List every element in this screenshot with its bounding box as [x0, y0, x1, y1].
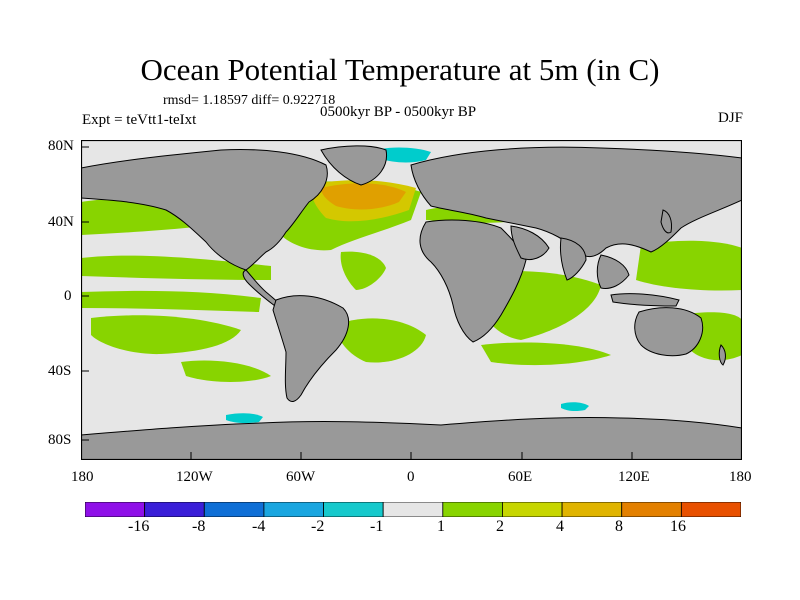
colorbar-box-6: [382, 502, 444, 517]
land-greenland: [320, 145, 388, 186]
colorbar-box-9: [561, 502, 623, 517]
lat-label-80s: 80S: [48, 432, 72, 448]
land-eurasia: [410, 146, 742, 257]
land-antarctica: [81, 416, 742, 460]
land-southeast-asia: [596, 254, 630, 289]
colorbar: [85, 502, 741, 517]
colorbar-label-1: -16: [128, 518, 150, 535]
lat-label-40s: 40S: [48, 363, 72, 379]
anomaly-tropical-pacific: [81, 255, 271, 280]
colorbar-box-1: [85, 502, 146, 517]
anomaly-southern-cold-1: [226, 413, 263, 424]
anomaly-southern-cold-2: [561, 402, 589, 412]
colorbar-box-3: [203, 502, 265, 517]
lat-label-40n: 40N: [48, 214, 74, 230]
season-label: DJF: [717, 110, 743, 126]
land-india: [560, 237, 587, 281]
lon-label-120w: 120W: [176, 469, 213, 485]
anomaly-south-atlantic: [336, 318, 426, 363]
anomaly-arctic-cold: [377, 147, 431, 163]
colorbar-label-9: 8: [615, 518, 623, 535]
land-japan: [660, 209, 672, 234]
land-arabia: [510, 225, 550, 261]
land-indonesia: [610, 293, 680, 307]
colorbar-label-6: 1: [437, 518, 445, 535]
anomaly-west-pacific: [636, 240, 742, 291]
lon-label-0: 0: [407, 469, 415, 485]
colorbar-box-11: [680, 502, 741, 517]
colorbar-box-8: [502, 502, 563, 517]
lon-label-180e: 180: [729, 469, 752, 485]
colorbar-box-2: [144, 502, 205, 517]
colorbar-label-5: -1: [370, 518, 384, 535]
colorbar-box-5: [323, 502, 384, 517]
colorbar-box-10: [621, 502, 682, 517]
experiment-label: Expt = teVtt1-teIxt: [82, 112, 197, 128]
colorbar-label-2: -8: [192, 518, 206, 535]
colorbar-label-4: -2: [311, 518, 325, 535]
world-map: [81, 140, 742, 460]
anomaly-tropical-atlantic: [340, 251, 386, 290]
period-label: 0500kyr BP - 0500kyr BP: [320, 104, 477, 120]
map-ticks: [81, 146, 633, 460]
colorbar-label-8: 4: [556, 518, 564, 535]
anomaly-south-pacific-2: [181, 360, 271, 382]
anomaly-south-pacific: [91, 315, 241, 355]
colorbar-label-7: 2: [496, 518, 504, 535]
lon-label-60w: 60W: [286, 469, 316, 485]
colorbar-box-7: [442, 502, 503, 517]
lon-label-120e: 120E: [618, 469, 650, 485]
colorbar-label-10: 16: [670, 518, 686, 535]
land-masses: [81, 145, 742, 460]
lon-label-60e: 60E: [508, 469, 533, 485]
figure-title: Ocean Potential Temperature at 5m (in C): [140, 52, 660, 87]
land-north-america: [81, 149, 328, 271]
land-australia: [634, 307, 704, 357]
lon-label-180w: 180: [71, 469, 94, 485]
land-africa: [419, 219, 527, 343]
land-new-zealand: [718, 344, 726, 366]
anomaly-indian-ocean-south: [481, 342, 611, 366]
colorbar-label-3: -4: [252, 518, 266, 535]
lat-label-0: 0: [64, 288, 72, 304]
stats-line: rmsd= 1.18597 diff= 0.922718: [163, 93, 336, 108]
anomaly-atlantic-hot: [321, 183, 406, 210]
colorbar-box-4: [263, 502, 324, 517]
anomaly-equatorial-pacific: [81, 290, 261, 312]
lat-label-80n: 80N: [48, 138, 74, 154]
land-south-america: [272, 295, 350, 403]
